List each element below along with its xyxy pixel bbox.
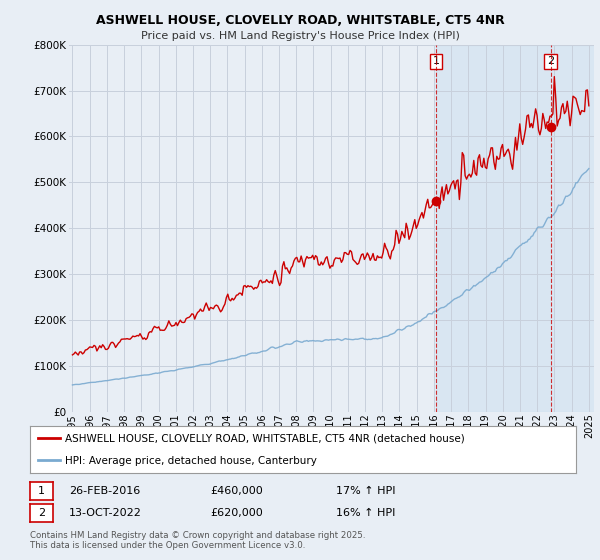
Text: 13-OCT-2022: 13-OCT-2022 bbox=[69, 508, 142, 518]
Text: HPI: Average price, detached house, Canterbury: HPI: Average price, detached house, Cant… bbox=[65, 456, 317, 466]
Text: 1: 1 bbox=[433, 57, 439, 66]
Bar bbox=[436, 45, 598, 412]
Text: 2: 2 bbox=[547, 57, 554, 66]
Text: 17% ↑ HPI: 17% ↑ HPI bbox=[336, 486, 395, 496]
Text: Contains HM Land Registry data © Crown copyright and database right 2025.
This d: Contains HM Land Registry data © Crown c… bbox=[30, 531, 365, 550]
Text: 26-FEB-2016: 26-FEB-2016 bbox=[69, 486, 140, 496]
Text: 2: 2 bbox=[38, 508, 45, 518]
Text: ASHWELL HOUSE, CLOVELLY ROAD, WHITSTABLE, CT5 4NR: ASHWELL HOUSE, CLOVELLY ROAD, WHITSTABLE… bbox=[95, 14, 505, 27]
Text: £620,000: £620,000 bbox=[210, 508, 263, 518]
Text: 1: 1 bbox=[38, 486, 45, 496]
Text: £460,000: £460,000 bbox=[210, 486, 263, 496]
Text: Price paid vs. HM Land Registry's House Price Index (HPI): Price paid vs. HM Land Registry's House … bbox=[140, 31, 460, 41]
Text: ASHWELL HOUSE, CLOVELLY ROAD, WHITSTABLE, CT5 4NR (detached house): ASHWELL HOUSE, CLOVELLY ROAD, WHITSTABLE… bbox=[65, 434, 465, 444]
Text: 16% ↑ HPI: 16% ↑ HPI bbox=[336, 508, 395, 518]
